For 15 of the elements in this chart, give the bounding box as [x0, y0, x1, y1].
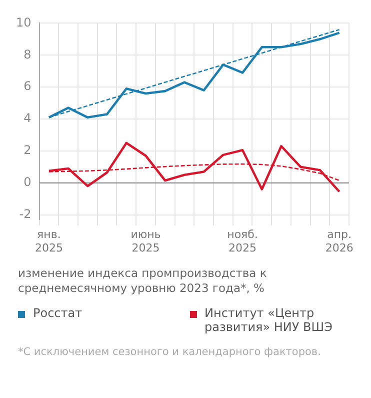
- legend-label: Институт «Центр развития» НИУ ВШЭ: [204, 306, 334, 334]
- y-tick-label: 0: [24, 175, 32, 189]
- x-tick-label: янв. 2025: [34, 228, 63, 254]
- x-tick-label: нояб. 2025: [227, 228, 258, 254]
- text: изменение индекса промпроизводства к среднемесячному уровню 2023 года*, %: [17, 266, 268, 296]
- y-tick-label: 4: [24, 111, 32, 126]
- legend-label: Росстат: [33, 306, 82, 320]
- x-tick-label: июнь 2025: [130, 228, 161, 254]
- text: *С исключением сезонного и календарного факторов.: [17, 346, 322, 358]
- y-tick-label: 2: [24, 143, 32, 158]
- y-tick-label: 10: [16, 15, 32, 30]
- y-tick-label: 8: [24, 47, 32, 62]
- y-tick-label: 6: [24, 79, 32, 94]
- x-tick-label: апр. 2026: [325, 228, 354, 254]
- y-tick-label: -2: [19, 206, 32, 221]
